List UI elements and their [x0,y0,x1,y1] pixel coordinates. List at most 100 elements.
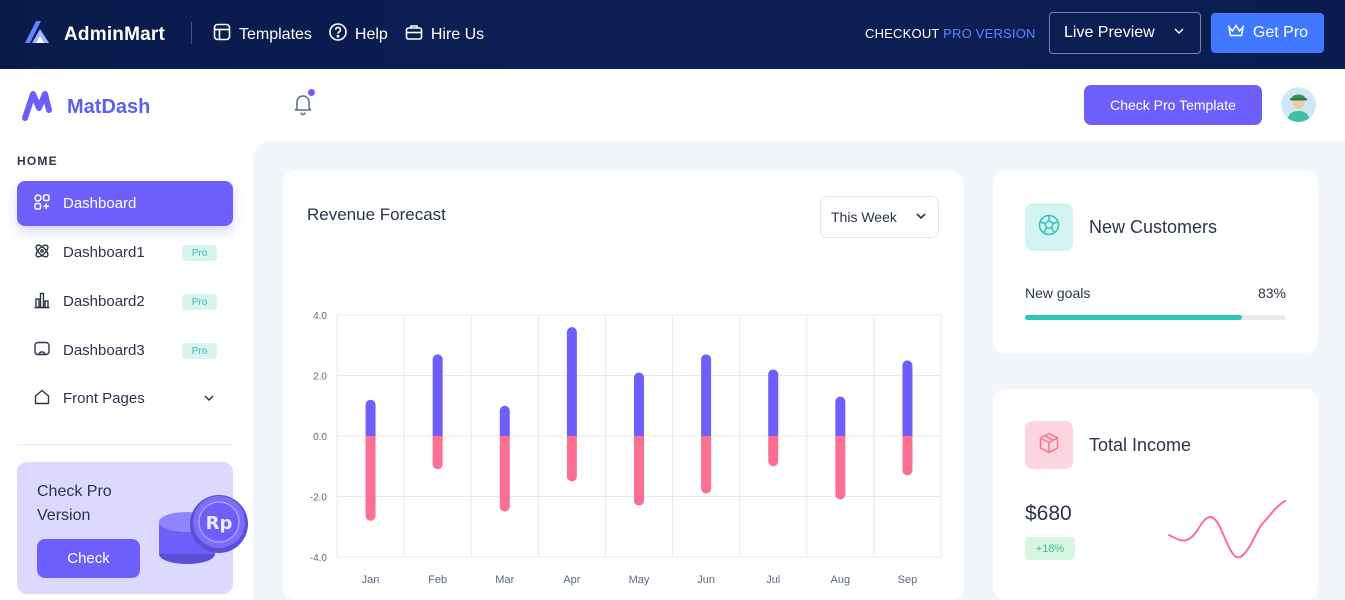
customers-icon-box [1025,203,1073,251]
income-change-badge: +18% [1025,537,1075,560]
topnav-templates[interactable]: Templates [212,22,312,47]
x-tick-label: Sep [898,574,918,586]
new-customers-title: New Customers [1089,217,1218,237]
get-pro-button[interactable]: Get Pro [1211,13,1324,53]
sidebar-item-dashboard2[interactable]: Dashboard2 Pro [17,279,233,324]
adminmart-brand[interactable]: AdminMart [22,18,165,51]
promo-title: Check Pro Version [37,483,112,524]
bar-positive-jun [701,354,712,436]
bar-negative-sep [902,436,913,476]
sidebar-item-label: Dashboard3 [63,342,145,359]
pro-badge: Pro [182,343,217,359]
pro-badge: Pro [182,294,217,310]
bar-negative-jul [768,436,779,467]
notification-bell-icon[interactable] [292,92,314,121]
bar-positive-jan [365,399,376,436]
pro-badge: Pro [182,245,217,261]
topnav-help[interactable]: Help [328,22,388,47]
sidebar-item-dashboard1[interactable]: Dashboard1 Pro [17,230,233,275]
live-preview-button[interactable]: Live Preview [1049,12,1201,54]
bar-negative-aug [835,436,846,500]
check-button[interactable]: Check [37,539,140,578]
revenue-chart: 4.0 2.0 0.0 -2.0 -4.0 Jan Feb Mar Apr May Jun Jul Au… [310,311,942,586]
top-promo-bar: AdminMart Templates Help [0,0,1345,69]
y-tick-label: -2.0 [310,493,328,504]
bar-positive-apr [566,327,577,436]
bar-negative-may [634,436,644,506]
bar-positive-jul [768,369,779,436]
sidebar-item-dashboard[interactable]: Dashboard [17,181,233,226]
topbar-nav: Templates Help Hire Us [212,22,484,47]
sidebar-section-home: HOME [17,154,58,168]
x-tick-label: Jul [766,574,780,586]
y-tick-label: 2.0 [313,372,327,383]
y-tick-label: 0.0 [313,432,327,443]
x-tick-label: Jun [697,574,715,586]
income-sparkline [1163,493,1288,568]
bar-positive-sep [902,360,913,436]
help-circle-icon [328,22,348,47]
bar-negative-feb [432,436,443,470]
checkout-pro-link[interactable]: CHECKOUT PRO VERSION [865,26,1036,41]
avatar[interactable] [1281,87,1316,122]
y-tick-label: 4.0 [313,311,327,322]
income-value: $680 [1025,502,1072,525]
revenue-title: Revenue Forecast [307,205,446,224]
goals-progress-bar [1025,315,1286,320]
sidebar-item-label: Dashboard [63,195,137,212]
x-tick-label: Jan [362,574,380,586]
bar-positive-feb [432,354,443,436]
x-tick-label: May [629,574,650,586]
goals-progress-fill [1025,315,1242,320]
topnav-help-label: Help [354,25,388,43]
live-preview-label: Live Preview [1064,24,1155,41]
bar-negative-apr [566,436,577,482]
notification-dot [308,89,315,96]
main-content: Revenue Forecast This Week 4.0 2.0 0.0 -2.0… [253,141,1345,600]
atom-icon [33,242,51,264]
sidebar-item-label: Dashboard1 [63,244,145,261]
get-pro-label: Get Pro [1252,24,1309,41]
x-tick-label: Aug [831,574,851,586]
football-icon [1037,213,1061,242]
apps-icon [33,193,51,215]
chevron-down-icon [202,391,216,409]
chevron-down-icon [914,209,928,226]
bar-negative-jan [365,436,376,521]
box-icon [1037,431,1061,460]
crown-icon [1227,23,1245,44]
screen-icon [33,340,51,362]
coin-stack-icon: Rp [157,492,252,577]
layout-icon [212,22,232,47]
sidebar-item-label: Front Pages [63,390,145,407]
goals-label: New goals [1025,285,1091,301]
period-select[interactable]: This Week [820,196,939,238]
period-select-value: This Week [831,209,897,225]
sidebar-item-front-pages[interactable]: Front Pages [17,376,233,421]
checkout-highlight: PRO VERSION [943,26,1036,41]
pro-version-promo: Check Pro Version Check Rp [17,462,248,594]
checkout-prefix: CHECKOUT [865,26,940,41]
revenue-forecast-card: Revenue Forecast This Week 4.0 2.0 0.0 -2.0… [283,171,963,600]
bar-positive-aug [835,396,846,436]
bar-positive-may [634,372,644,436]
matdash-logo-icon [21,88,57,127]
topnav-hire-us[interactable]: Hire Us [404,22,484,47]
bar-negative-mar [499,436,510,512]
coin-text: Rp [206,513,233,534]
adminmart-logo-icon [22,18,52,51]
bar-negative-jun [701,436,712,494]
matdash-logo-name: MatDash [67,96,151,118]
sidebar-divider [17,444,233,445]
topbar-divider [191,22,192,44]
check-pro-template-button[interactable]: Check Pro Template [1084,85,1262,125]
goals-value: 83% [1257,285,1286,301]
topnav-hire-us-label: Hire Us [430,25,485,43]
matdash-logo[interactable]: MatDash [21,88,150,127]
adminmart-brand-name: AdminMart [64,23,166,45]
briefcase-icon [404,22,424,47]
x-tick-label: Mar [495,574,514,586]
income-icon-box [1025,421,1073,469]
sidebar-item-dashboard3[interactable]: Dashboard3 Pro [17,328,233,373]
home-icon [33,388,51,410]
